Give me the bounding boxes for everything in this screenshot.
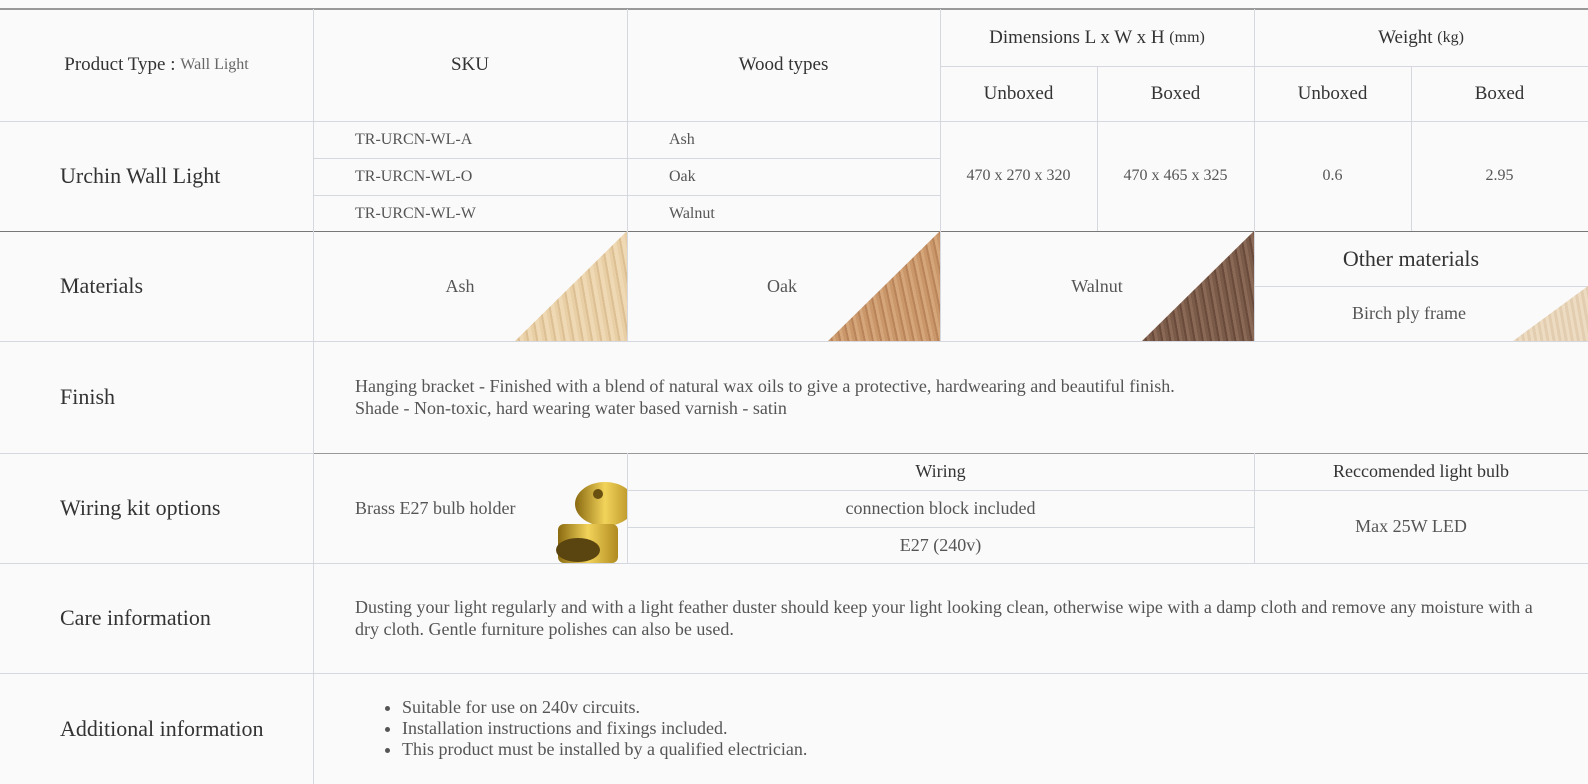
sku: TR-URCN-WL-W <box>355 204 476 222</box>
dim-boxed: 470 x 465 x 325 <box>1123 167 1228 184</box>
bullet-list: Suitable for use on 240v circuits.Instal… <box>355 697 807 760</box>
h-rule <box>627 490 1588 491</box>
row-label: Care information <box>60 605 211 630</box>
h-rule <box>0 8 1588 10</box>
sku: TR-URCN-WL-A <box>355 130 473 148</box>
other-material: Birch ply frame <box>1352 303 1466 323</box>
h-rule <box>940 66 1588 67</box>
finish-line: Hanging bracket - Finished with a blend … <box>355 376 1175 396</box>
brass-holder-image <box>520 454 627 563</box>
finish-lines: Hanging bracket - Finished with a blend … <box>355 375 1175 419</box>
h-rule <box>313 158 940 159</box>
weight-header: Weight (kg) <box>1254 9 1588 66</box>
wiring-item: E27 (240v) <box>899 534 982 555</box>
sku: TR-URCN-WL-O <box>355 167 473 185</box>
v-rule <box>1254 453 1255 563</box>
row-label: Materials <box>60 273 144 298</box>
dimensions-header: Dimensions L x W x H (mm) <box>940 9 1254 66</box>
sub-header: Boxed <box>1150 82 1201 104</box>
weight-boxed: 2.95 <box>1485 167 1514 184</box>
wiring-item: connection block included <box>845 498 1036 518</box>
weight-unboxed: 0.6 <box>1322 167 1343 184</box>
bullet-item: Installation instructions and fixings in… <box>402 718 807 739</box>
product-type: Wall Light <box>180 56 249 73</box>
wood-header: Wood types <box>738 54 829 75</box>
v-rule <box>940 9 941 341</box>
sku-header: SKU <box>450 54 489 75</box>
bulb: Max 25W LED <box>1355 516 1467 536</box>
dimensions-unit: (mm) <box>1169 28 1205 46</box>
row-label: Additional information <box>60 715 264 741</box>
wood: Walnut <box>669 204 715 222</box>
material: Ash <box>445 275 475 296</box>
dimensions: Dimensions L x W x H <box>989 26 1165 48</box>
wiring-title: Wiring <box>915 461 966 481</box>
finish-text: Hanging bracket - Finished with a blend … <box>313 341 1588 453</box>
material: Oak <box>767 275 797 296</box>
sub-header: Unboxed <box>983 82 1054 104</box>
h-rule <box>0 341 1588 342</box>
additional-list: Suitable for use on 240v circuits.Instal… <box>313 673 1588 784</box>
weight: Weight <box>1378 26 1433 48</box>
v-rule <box>1411 66 1412 231</box>
holder: Brass E27 bulb holder <box>355 497 516 518</box>
v-rule <box>313 9 314 784</box>
v-rule <box>1254 9 1255 341</box>
wood: Ash <box>669 130 695 148</box>
material: Walnut <box>1071 275 1123 296</box>
h-rule <box>0 563 1588 564</box>
h-rule <box>0 231 1588 232</box>
weight-unit: (kg) <box>1437 28 1464 46</box>
v-rule <box>627 453 628 563</box>
finish-line: Shade - Non-toxic, hard wearing water ba… <box>355 398 787 418</box>
row-label: Wiring kit options <box>60 495 221 520</box>
v-rule <box>1097 66 1098 231</box>
wood: Oak <box>669 167 696 185</box>
dim-unboxed: 470 x 270 x 320 <box>966 167 1071 184</box>
h-rule <box>0 121 1588 122</box>
product-type-label: Product Type : <box>64 54 176 75</box>
h-rule <box>1254 286 1588 287</box>
bullet-item: This product must be installed by a qual… <box>402 739 807 760</box>
bullet-item: Suitable for use on 240v circuits. <box>402 697 807 718</box>
care-text: Dusting your light regularly and with a … <box>355 597 1533 639</box>
sub-header: Unboxed <box>1297 82 1368 104</box>
h-rule <box>313 453 1588 454</box>
h-rule <box>0 453 313 454</box>
other-title: Other materials <box>1342 245 1480 271</box>
h-rule <box>627 527 1254 528</box>
product-type-cell: Product Type : Wall Light <box>0 9 313 121</box>
v-rule <box>627 9 628 341</box>
bulb-title: Reccomended light bulb <box>1333 461 1509 481</box>
row-label: Finish <box>60 384 116 409</box>
sub-header: Boxed <box>1474 82 1525 104</box>
product-name: Urchin Wall Light <box>60 163 221 188</box>
h-rule <box>0 673 1588 674</box>
h-rule <box>313 195 940 196</box>
